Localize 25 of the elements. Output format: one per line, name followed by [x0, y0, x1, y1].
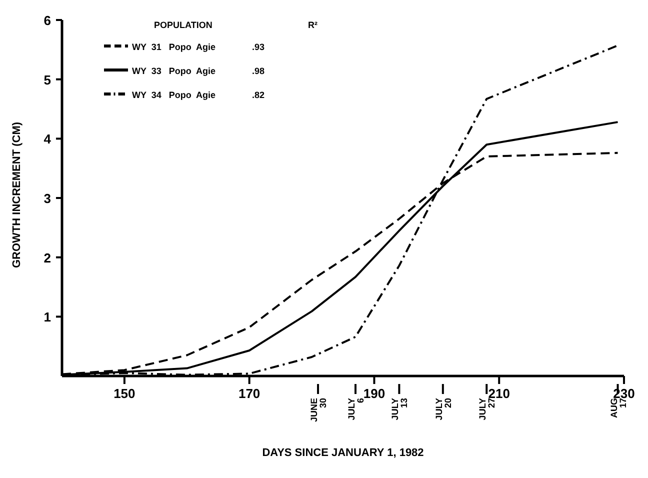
x2-tick-label: JULY 20 [434, 398, 453, 420]
annotation: .98 [252, 66, 265, 76]
legend-label: WY 34 Popo Agie [132, 90, 217, 100]
y-tick-label: 5 [44, 72, 51, 88]
x2-tick-label: JULY 6 [346, 398, 366, 420]
y-axis-title: GROWTH INCREMENT (CM) [10, 122, 23, 268]
y-tick-label: 2 [44, 250, 51, 266]
x-axis-title: DAYS SINCE JANUARY 1, 1982 [262, 447, 424, 459]
legend-label: WY 33 Popo Agie [132, 66, 217, 76]
x-tick-label: 150 [114, 386, 136, 401]
y-tick-label: 6 [44, 13, 51, 28]
legend-title: POPULATION [153, 20, 214, 30]
y-tick-label: 4 [44, 132, 52, 147]
x2-tick-label: JULY 27 [478, 398, 497, 420]
annotation: R² [308, 20, 318, 30]
annotation: .82 [252, 90, 265, 100]
x2-tick-label: JULY 13 [390, 398, 410, 420]
y-tick-label: 1 [44, 310, 51, 325]
x-tick-label: 190 [363, 386, 386, 401]
x2-tick-label: JUNE 30 [309, 398, 328, 422]
x-tick-label: 170 [238, 386, 260, 401]
y-tick-label: 3 [44, 191, 51, 206]
legend-label: WY 31 Popo Agie [132, 42, 217, 52]
annotation: .93 [252, 42, 265, 52]
x2-tick-label: AUG 17 [608, 398, 628, 418]
